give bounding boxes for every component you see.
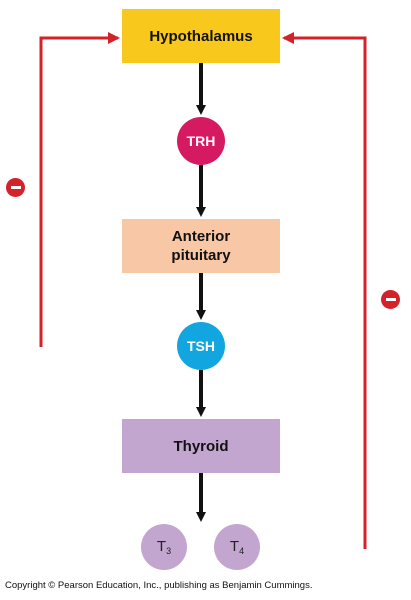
anterior-pituitary-box: Anterior pituitary [122, 219, 280, 273]
trh-label: TRH [186, 133, 216, 149]
t4-label: T4 [229, 538, 245, 556]
hypothalamus-box: Hypothalamus [122, 9, 280, 63]
feedback-line-left [39, 32, 120, 347]
thyroid-box: Thyroid [122, 419, 280, 473]
pituitary-label-line2: pituitary [171, 247, 231, 264]
copyright-text: Copyright © Pearson Education, Inc., pub… [5, 580, 313, 591]
negative-feedback-right-icon [381, 290, 400, 309]
tsh-label: TSH [187, 338, 215, 354]
t3-label: T3 [156, 538, 172, 556]
t4-circle: T4 [214, 524, 260, 570]
pituitary-label-line1: Anterior [171, 228, 231, 245]
feedback-line-right [282, 32, 367, 549]
thyroid-label: Thyroid [173, 437, 229, 455]
tsh-circle: TSH [177, 322, 225, 370]
negative-feedback-left-icon [6, 178, 25, 197]
hypothalamus-label: Hypothalamus [149, 27, 253, 45]
t3-circle: T3 [141, 524, 187, 570]
trh-circle: TRH [177, 117, 225, 165]
